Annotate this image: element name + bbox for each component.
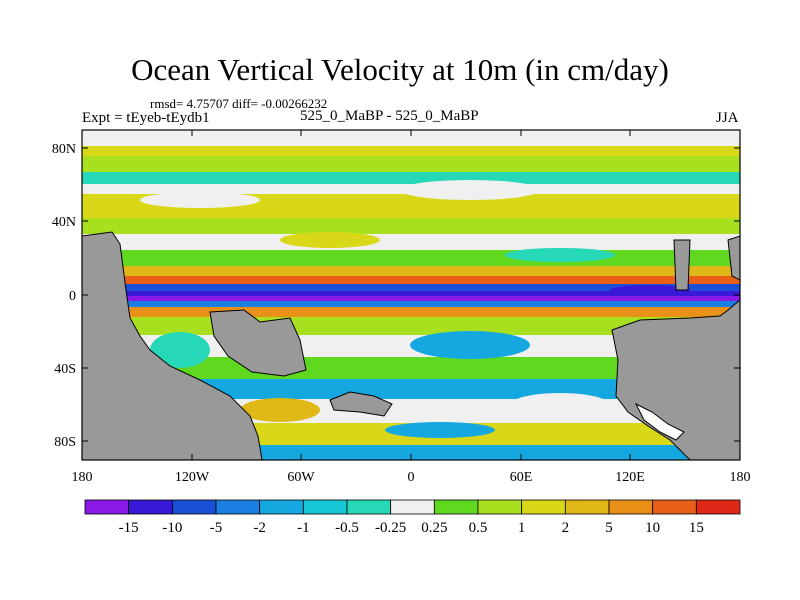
colorbar-label: -15 bbox=[119, 520, 139, 536]
colorbar bbox=[84, 499, 741, 515]
colorbar-labels: -15 -10 -5 -2 -1 -0.5 -0.25 0.25 0.5 1 2 5 10 15 bbox=[119, 520, 704, 536]
colorbar-label: 0.5 bbox=[469, 520, 488, 536]
colorbar-label: -0.25 bbox=[375, 520, 406, 536]
lon-label-120w: 120W bbox=[175, 470, 210, 485]
lat-label-80s: 80S bbox=[54, 435, 76, 450]
colorbar-swatch bbox=[346, 499, 392, 515]
lat-label-40s: 40S bbox=[54, 362, 76, 377]
colorbar-swatch bbox=[608, 499, 654, 515]
colorbar-swatch bbox=[521, 499, 566, 515]
lon-label-60w: 60W bbox=[287, 470, 315, 485]
statistics-text: rmsd= 4.75707 diff= -0.00266232 bbox=[150, 96, 328, 111]
colorbar-label: 5 bbox=[605, 520, 613, 536]
colorbar-label: -0.5 bbox=[335, 520, 359, 536]
colorbar-swatch bbox=[477, 499, 523, 515]
lon-label-180e: 180 bbox=[730, 470, 751, 485]
colorbar-label: -5 bbox=[210, 520, 223, 536]
season-label: JJA bbox=[716, 110, 739, 126]
colorbar-swatch bbox=[433, 499, 479, 515]
colorbar-label: 15 bbox=[689, 520, 704, 536]
colorbar-label: -1 bbox=[297, 520, 310, 536]
lat-label-80n: 80N bbox=[52, 142, 76, 157]
colorbar-label: 10 bbox=[645, 520, 660, 536]
colorbar-swatch bbox=[695, 499, 741, 515]
colorbar-swatch bbox=[302, 499, 348, 515]
colorbar-label: 0.25 bbox=[421, 520, 447, 536]
colorbar-swatch bbox=[171, 499, 217, 515]
lon-label-120e: 120E bbox=[615, 470, 645, 485]
longitude-axis: 180 120W 60W 0 60E 120E 180 bbox=[72, 130, 751, 485]
colorbar-swatch bbox=[128, 499, 173, 515]
comparison-label: 525_0_MaBP - 525_0_MaBP bbox=[300, 108, 479, 124]
colorbar-swatch bbox=[259, 499, 304, 515]
colorbar-label: 1 bbox=[518, 520, 526, 536]
lat-label-0: 0 bbox=[69, 289, 76, 304]
lon-label-0: 0 bbox=[408, 470, 415, 485]
lon-label-180w: 180 bbox=[72, 470, 93, 485]
colorbar-swatch bbox=[564, 499, 610, 515]
colorbar-label: 2 bbox=[562, 520, 570, 536]
colorbar-swatch bbox=[390, 499, 435, 515]
experiment-label: Expt = tEyeb-tEydb1 bbox=[82, 110, 210, 126]
colorbar-swatch bbox=[84, 499, 130, 515]
lon-label-60e: 60E bbox=[510, 470, 533, 485]
map-area bbox=[82, 130, 740, 460]
colorbar-label: -2 bbox=[253, 520, 266, 536]
colorbar-swatch bbox=[215, 499, 261, 515]
lat-label-40n: 40N bbox=[52, 215, 76, 230]
plot-title: Ocean Vertical Velocity at 10m (in cm/da… bbox=[131, 52, 669, 87]
latitude-axis: 80N 40N 0 40S 80S bbox=[52, 142, 740, 450]
colorbar-swatch bbox=[652, 499, 697, 515]
colorbar-label: -10 bbox=[162, 520, 182, 536]
